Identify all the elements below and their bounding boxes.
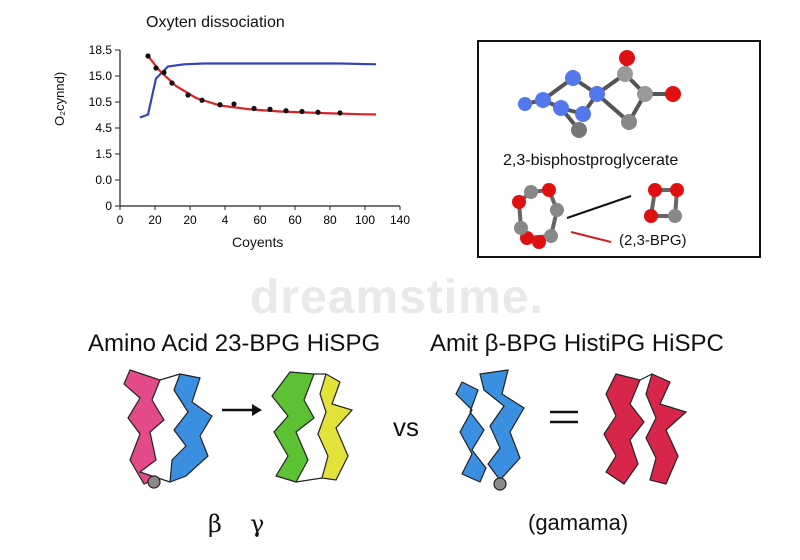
right-heading: Amit β-BPG HistiPG HiSPC [430, 330, 724, 357]
data-point [337, 110, 343, 116]
data-point [185, 92, 191, 98]
equals-icon [550, 410, 578, 424]
data-point [199, 97, 205, 103]
y-tick-label: 10.5 [89, 95, 113, 109]
x-tick-label: 60 [288, 213, 302, 227]
x-tick-label: 20 [183, 213, 197, 227]
chart-plot-area: 18.5 15.0 10.5 4.5 1.5 0.0 00 20 20 4 60 60 80 100 140 [89, 43, 411, 227]
protein-illustrations [123, 369, 688, 491]
beta-label: β [208, 510, 222, 538]
x-tick-label: 80 [323, 213, 337, 227]
molecule-abbreviation: (2,3-BPG) [619, 232, 687, 249]
y-axis-label: O₂cynnd) [52, 71, 67, 126]
data-point [299, 108, 305, 115]
data-point [217, 102, 223, 108]
x-axis-label: Coyents [232, 234, 284, 250]
gamma-label: γ [250, 510, 265, 538]
x-tick-label: 140 [390, 213, 410, 227]
dissociation-chart: Oxyten dissociation 18.5 15.0 10.5 4.5 1.5 0.… [52, 8, 420, 270]
data-point [267, 106, 273, 112]
vs-label: vs [393, 412, 419, 442]
gamama-label: (gamama) [528, 510, 629, 535]
y-tick-label: 18.5 [89, 43, 113, 57]
x-tick-label: 100 [355, 213, 375, 227]
left-heading: Amino Acid 23-BPG HiSPG [88, 330, 381, 357]
oxygen-atom-icon [619, 50, 635, 66]
data-point [251, 105, 257, 112]
protein-gamma [271, 371, 354, 483]
x-tick-label: 20 [148, 213, 162, 227]
data-point [283, 108, 289, 114]
protein-beta-left [123, 369, 213, 489]
chart-title: Oxyten dissociation [146, 14, 285, 31]
data-point [315, 109, 321, 115]
x-tick-label: 0 [117, 213, 124, 227]
x-tick-label: 60 [253, 213, 267, 227]
arrow-icon [222, 404, 262, 416]
y-tick-label: 1.5 [95, 147, 112, 161]
data-point [161, 69, 167, 76]
y-tick-label: 0 [105, 199, 112, 213]
data-point [153, 65, 159, 71]
data-point [231, 101, 237, 107]
molecule-panel: 2,3-bisphostproglycerate (2,3-BPG) [477, 40, 761, 258]
molecule-illustration [512, 50, 684, 249]
data-point [169, 80, 175, 86]
y-tick-label: 4.5 [95, 121, 112, 135]
protein-blue-right [455, 369, 525, 491]
series-line-blue [139, 62, 377, 119]
nitrogen-atom-icon [518, 97, 532, 111]
protein-crimson-right [603, 373, 688, 485]
y-tick-label: 0.0 [95, 173, 112, 187]
molecule-caption: 2,3-bisphostproglycerate [503, 152, 679, 169]
x-tick-label: 4 [222, 213, 229, 227]
data-point [145, 53, 151, 59]
watermark: dreamstime. [250, 271, 544, 324]
y-tick-label: 15.0 [89, 69, 113, 83]
